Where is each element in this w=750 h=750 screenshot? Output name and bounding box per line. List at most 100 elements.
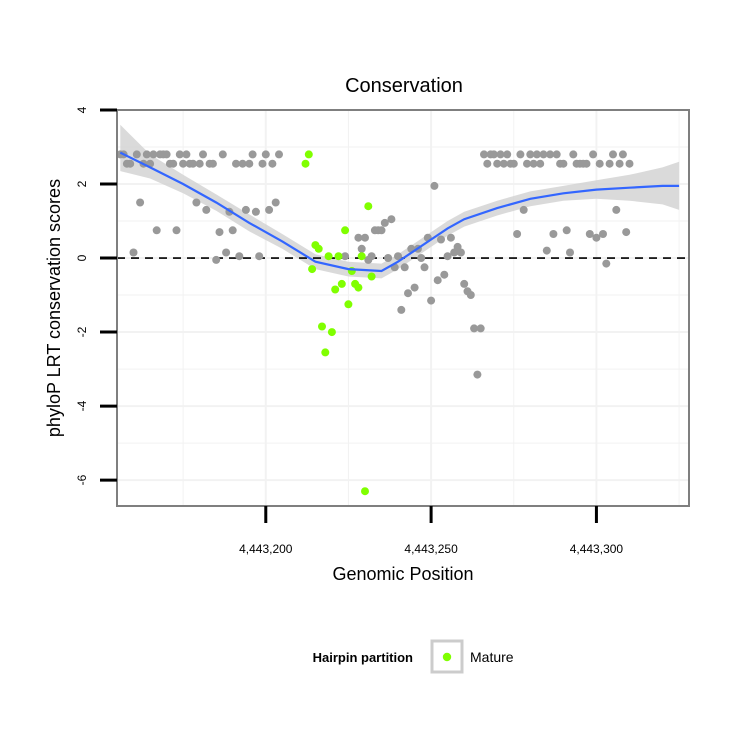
data-point-other: [546, 150, 555, 159]
data-point-other: [549, 230, 558, 238]
data-point-other: [612, 205, 621, 214]
data-point-mature: [354, 283, 363, 292]
legend: Hairpin partition Mature: [313, 639, 514, 674]
data-point-other: [175, 150, 184, 159]
data-point-other: [526, 150, 535, 159]
y-tick-label: -6: [75, 474, 89, 485]
y-tick-label: -2: [75, 326, 89, 337]
data-point-other: [404, 289, 412, 298]
data-point-other: [268, 159, 277, 168]
data-point-other: [609, 150, 617, 159]
data-point-other: [380, 218, 389, 227]
data-point-other: [265, 205, 274, 214]
data-point-other: [417, 254, 426, 262]
data-point-other: [169, 159, 178, 168]
data-point-mature: [321, 348, 330, 357]
data-point-other: [367, 252, 376, 261]
data-point-other: [513, 230, 522, 238]
data-point-other: [248, 150, 257, 159]
data-point-other: [397, 305, 406, 314]
data-point-other: [251, 207, 260, 216]
data-point-other: [443, 252, 452, 261]
data-point-mature: [304, 150, 313, 159]
data-point-mature: [367, 272, 376, 281]
data-point-mature: [344, 300, 353, 309]
data-point-other: [258, 159, 267, 168]
data-point-other: [387, 215, 396, 224]
data-point-other: [222, 248, 231, 257]
data-point-other: [566, 248, 574, 257]
data-point-mature: [364, 202, 373, 211]
data-point-other: [218, 150, 227, 159]
data-point-other: [466, 291, 475, 299]
data-point-other: [129, 248, 138, 257]
data-point-other: [460, 279, 469, 288]
data-point-other: [357, 244, 366, 253]
y-tick-label: 0: [75, 254, 89, 261]
x-tick-label: 4,443,250: [404, 542, 458, 556]
data-point-other: [625, 159, 634, 168]
data-point-other: [618, 150, 627, 159]
y-tick-label: 2: [75, 180, 89, 187]
data-point-other: [275, 150, 283, 159]
data-point-other: [341, 252, 350, 261]
data-point-other: [589, 150, 598, 159]
data-point-other: [592, 233, 601, 242]
data-point-other: [142, 150, 151, 159]
data-point-other: [195, 159, 204, 168]
data-point-other: [192, 198, 201, 207]
data-point-other: [595, 159, 604, 168]
data-point-other: [377, 226, 386, 235]
y-tick-label: 4: [75, 106, 89, 113]
data-point-mature: [314, 244, 323, 253]
x-axis-title: Genomic Position: [332, 564, 473, 584]
data-point-other: [132, 150, 141, 159]
y-tick-label: -4: [75, 400, 89, 411]
data-point-other: [427, 296, 436, 305]
data-point-other: [509, 159, 518, 168]
grid-lines: [117, 109, 689, 506]
data-point-other: [483, 159, 492, 168]
data-point-other: [384, 254, 393, 262]
data-point-other: [179, 159, 188, 168]
data-point-other: [172, 226, 181, 235]
data-point-other: [430, 181, 439, 190]
data-point-other: [493, 159, 502, 168]
data-point-other: [189, 159, 197, 168]
legend-mature-dot: [442, 652, 452, 662]
data-point-other: [255, 252, 264, 261]
data-point-other: [212, 255, 221, 264]
data-point-other: [440, 270, 449, 279]
data-point-other: [410, 283, 419, 292]
data-point-mature: [361, 487, 369, 496]
data-point-other: [152, 226, 161, 235]
data-point-other: [532, 150, 541, 159]
data-point-other: [503, 150, 512, 159]
data-point-other: [602, 259, 611, 268]
data-point-other: [400, 263, 409, 272]
data-point-other: [235, 252, 244, 261]
data-point-other: [361, 233, 369, 242]
data-point-other: [446, 233, 455, 242]
data-point-other: [433, 276, 442, 285]
data-point-other: [245, 159, 254, 168]
data-point-mature: [331, 285, 340, 294]
data-point-other: [569, 150, 578, 159]
data-point-other: [585, 230, 594, 238]
data-point-mature: [301, 159, 310, 168]
data-point-mature: [324, 252, 333, 261]
data-point-other: [542, 246, 551, 255]
data-point-other: [622, 228, 631, 237]
data-point-other: [136, 198, 145, 207]
data-point-other: [215, 228, 224, 237]
data-point-other: [559, 159, 568, 168]
data-point-other: [536, 159, 545, 168]
data-point-mature: [357, 252, 366, 261]
data-point-other: [582, 159, 591, 168]
data-point-other: [238, 159, 247, 168]
data-point-other: [480, 150, 488, 159]
x-tick-label: 4,443,300: [570, 542, 624, 556]
smooth-trend-line: [119, 151, 680, 273]
data-point-mature: [341, 226, 350, 235]
